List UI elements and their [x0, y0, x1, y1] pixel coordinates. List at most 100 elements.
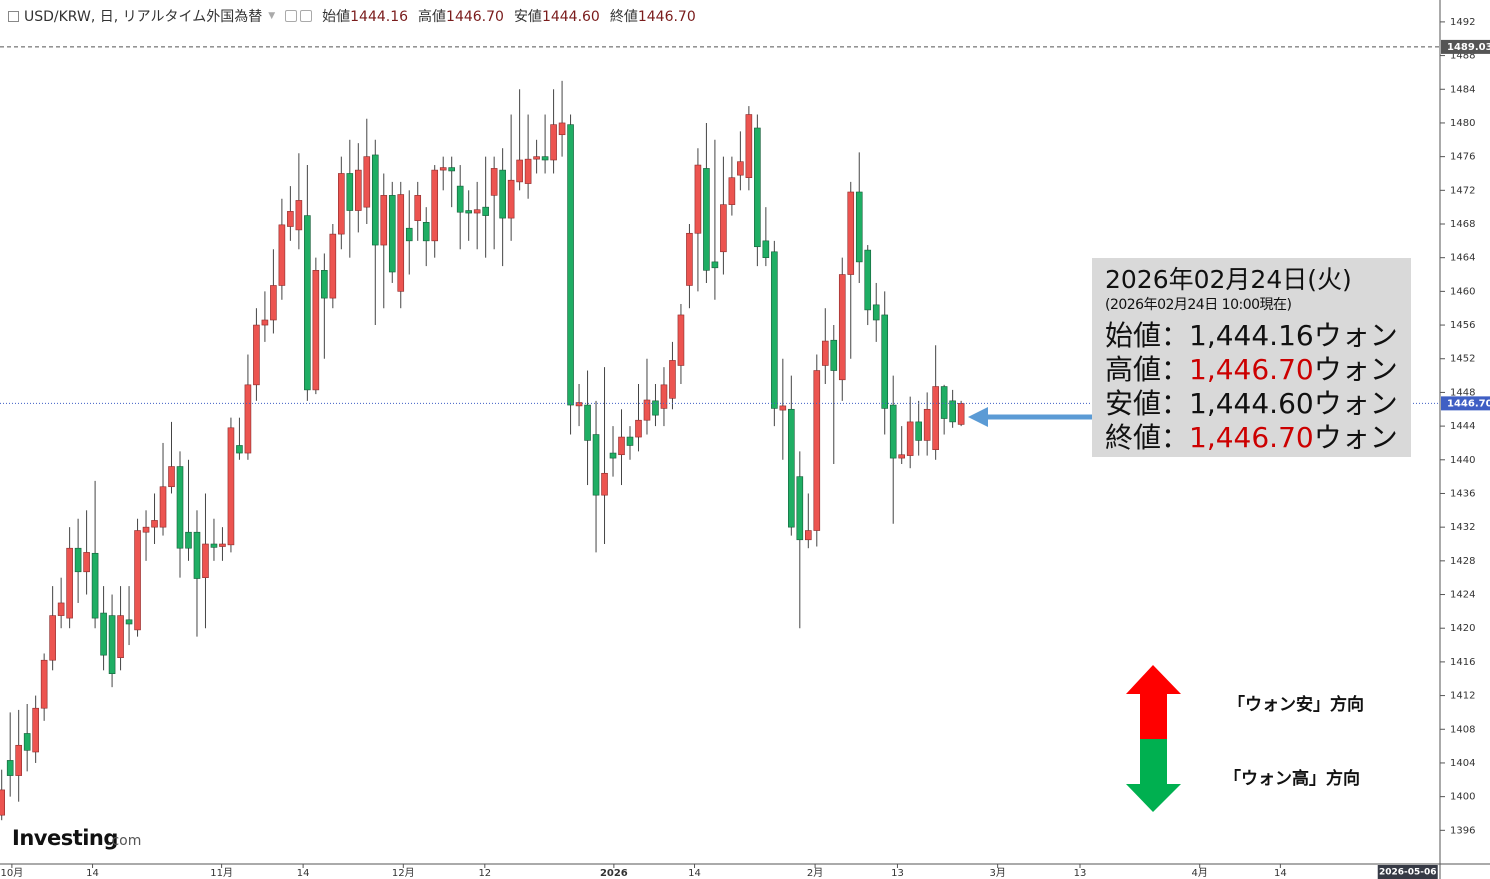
- candle-body: [422, 222, 430, 242]
- candle-body: [117, 615, 124, 658]
- candle-body: [125, 619, 133, 625]
- candle-body: [575, 402, 583, 407]
- candle-body: [609, 452, 617, 459]
- y-tick-label: 1416: [1450, 657, 1475, 668]
- candle-body: [762, 240, 770, 258]
- candle-body: [864, 249, 872, 311]
- field-value: 1444.16: [350, 9, 409, 25]
- y-tick-label: 1464: [1450, 253, 1475, 264]
- candle-body: [533, 156, 540, 160]
- candle-body: [686, 232, 693, 286]
- candle-body: [940, 386, 948, 419]
- candle-body: [431, 169, 439, 242]
- candle-body: [210, 543, 218, 548]
- collapse-icon[interactable]: [8, 10, 19, 22]
- candle-body: [838, 274, 846, 381]
- info-value: 1,446.70: [1189, 353, 1314, 386]
- candle-body: [550, 124, 557, 161]
- candle-body: [270, 285, 277, 321]
- candle-body: [236, 445, 243, 454]
- candle-body: [338, 173, 345, 235]
- candle-body: [83, 552, 90, 573]
- candle-body: [957, 403, 965, 425]
- down-arrow: [1126, 739, 1181, 812]
- info-row: 安値：1,444.60ウォン: [1105, 382, 1398, 422]
- candle-body: [380, 195, 388, 246]
- x-tick-label: 14: [688, 868, 701, 879]
- y-tick-label: 1488: [1450, 51, 1475, 62]
- candle-body: [490, 168, 498, 196]
- info-label: 高値：: [1105, 353, 1190, 386]
- y-tick-label: 1428: [1450, 556, 1475, 567]
- x-tick-label: 14: [86, 868, 99, 879]
- candle-body: [405, 227, 413, 242]
- candle-body: [745, 114, 753, 178]
- candle-body: [397, 194, 405, 292]
- field-label: 終値: [609, 9, 638, 25]
- up-label: 「ウォン安」方向: [1228, 695, 1364, 715]
- candle-body: [219, 543, 226, 547]
- field-value: 1446.70: [446, 9, 504, 25]
- header: USD/KRW, 日, リアルタイム外国為替 ▼ 始値1444.16 高値1446…: [8, 6, 706, 26]
- info-unit: ウォン: [1313, 353, 1398, 386]
- candle-body: [482, 206, 489, 216]
- candle-body: [889, 404, 897, 459]
- x-tick-label: 13: [1074, 868, 1087, 879]
- candle-body: [193, 531, 201, 579]
- candle-body: [567, 124, 574, 406]
- candle-body: [142, 526, 150, 533]
- candle-body: [253, 324, 260, 386]
- candle-body: [821, 340, 829, 366]
- candle-body: [796, 476, 804, 541]
- field-value: 1444.60: [541, 9, 600, 25]
- field-label: 安値: [513, 9, 542, 25]
- caret[interactable]: ▼: [268, 11, 276, 21]
- y-tick-label: 1424: [1450, 590, 1475, 601]
- info-row: 始値：1,444.16ウォン: [1105, 314, 1398, 354]
- candle-body: [626, 436, 634, 446]
- x-tick-label: 14: [297, 868, 310, 879]
- eye-icon[interactable]: [285, 10, 298, 22]
- logo-suffix: .com: [107, 833, 141, 849]
- candle-body: [40, 659, 48, 709]
- candle-body: [74, 547, 82, 573]
- price-label: 1446.70: [1447, 398, 1490, 409]
- candle-body: [108, 615, 116, 674]
- candle-body: [295, 200, 303, 231]
- candle-body: [473, 209, 481, 214]
- info-label: 安値：: [1105, 387, 1190, 420]
- candle-body: [711, 261, 719, 269]
- info-unit: ウォン: [1313, 421, 1398, 454]
- candle-body: [847, 191, 855, 275]
- candle-body: [923, 408, 931, 441]
- candle-body: [261, 319, 269, 326]
- y-tick-label: 1456: [1450, 320, 1475, 331]
- x-tick-label: 4月: [1192, 867, 1208, 879]
- candle-body: [439, 167, 447, 171]
- candle-body: [448, 167, 455, 172]
- x-tick-label: 14: [1274, 868, 1287, 879]
- info-row: 高値：1,446.70ウォン: [1105, 348, 1398, 388]
- candle-body: [134, 530, 141, 631]
- candle-body: [414, 195, 422, 221]
- candle-body: [100, 612, 107, 656]
- x-tick-label: 12月: [392, 867, 415, 879]
- x-tick-label: 2月: [807, 867, 823, 879]
- candle-body: [278, 224, 286, 286]
- x-tick-label: 12: [478, 868, 491, 879]
- candle-body: [304, 215, 311, 391]
- settings-icon[interactable]: [300, 10, 313, 22]
- y-tick-label: 1468: [1450, 219, 1475, 230]
- y-tick-label: 1432: [1450, 522, 1475, 533]
- candle-body: [906, 421, 914, 456]
- info-value: 1,444.60: [1189, 387, 1314, 420]
- info-row: 終値：1,446.70ウォン: [1105, 416, 1398, 456]
- symbol: USD/KRW, 日, リアルタイム外国為替: [24, 9, 263, 25]
- candle-body: [49, 615, 56, 661]
- candle-body: [813, 370, 821, 531]
- y-tick-label: 1436: [1450, 488, 1475, 499]
- candle-body: [779, 405, 787, 411]
- info-value: 1,446.70: [1189, 421, 1314, 454]
